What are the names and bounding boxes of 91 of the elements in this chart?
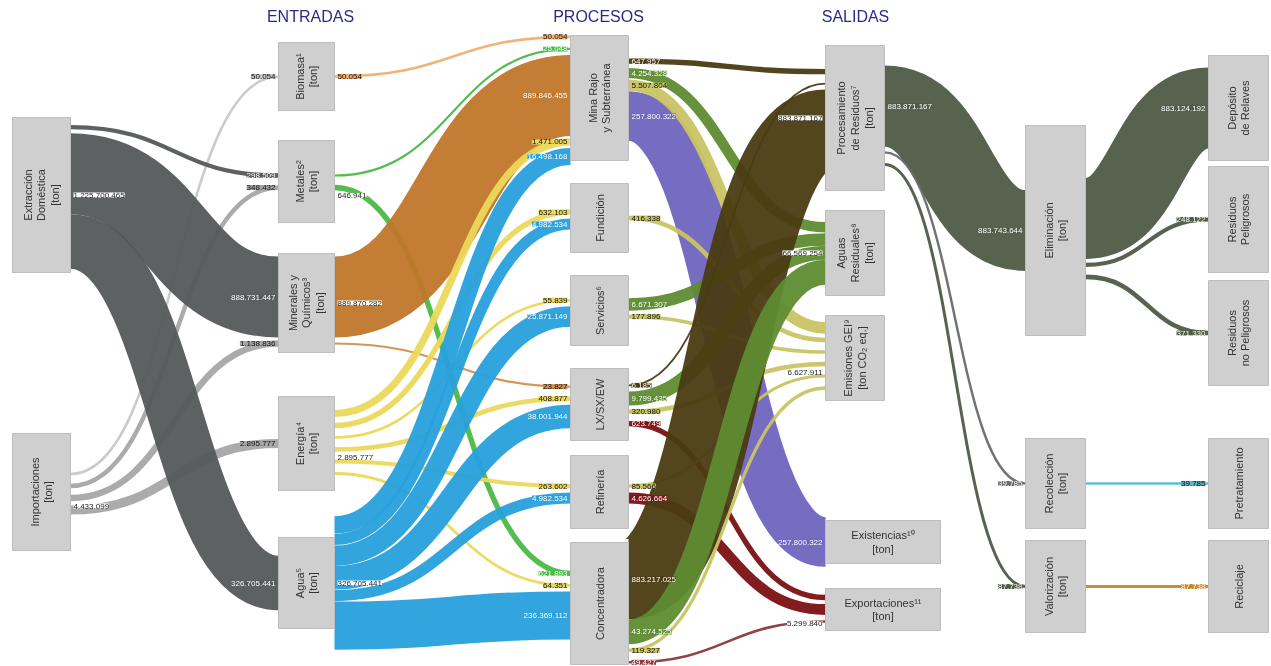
data-label: 16.498.168 bbox=[527, 152, 569, 161]
category-label: Recolección [ton] bbox=[1042, 453, 1069, 514]
category-label: Energía⁴ [ton] bbox=[293, 421, 320, 466]
text: 646.941 bbox=[337, 191, 367, 200]
category-label: Biomasa¹ [ton] bbox=[293, 52, 320, 100]
data-label: 50.054 bbox=[543, 32, 569, 42]
data-label: 38.001.944 bbox=[527, 412, 569, 421]
text: 326.705.441 bbox=[337, 578, 382, 588]
text: 4.433.099 bbox=[73, 501, 110, 511]
category-label: Extracción Doméstica [ton] bbox=[21, 168, 62, 221]
category-label: Concentradora bbox=[593, 566, 606, 640]
category-label: Importaciones [ton] bbox=[28, 456, 55, 527]
category-label: Residuos no Peligrosos bbox=[1225, 299, 1252, 367]
text: SALIDAS bbox=[821, 8, 890, 25]
data-label: 348.432 bbox=[246, 183, 277, 192]
data-label: 883.124.192 bbox=[1161, 103, 1207, 113]
category-label: Exportaciones¹¹ [ton] bbox=[844, 596, 922, 623]
data-label: 6.671.307 bbox=[631, 300, 668, 309]
text: 2.895.777 bbox=[337, 453, 374, 462]
data-label: 2.895.777 bbox=[239, 439, 277, 448]
data-label: 623.749 bbox=[631, 419, 661, 429]
data-label: 326.705.441 bbox=[231, 578, 277, 588]
data-label: 25.048 bbox=[543, 44, 569, 54]
category-label: Minerales y Químicos³ [ton] bbox=[286, 274, 327, 332]
data-label: 4.254.328 bbox=[631, 68, 668, 78]
data-label: 248.122 bbox=[1176, 215, 1207, 224]
text: 5.299.840 bbox=[786, 619, 823, 628]
text: 1.225.700.465 bbox=[73, 190, 125, 200]
category-label: Existencias¹⁰ [ton] bbox=[851, 529, 915, 555]
data-label: 371.330 bbox=[1176, 328, 1207, 338]
data-label: 883.217.025 bbox=[631, 574, 677, 584]
data-label: 883.743.644 bbox=[978, 226, 1024, 235]
category-label: Reciclaje bbox=[1232, 564, 1245, 609]
data-label: 632.103 bbox=[538, 207, 569, 217]
data-label: 257.800.322 bbox=[631, 111, 677, 121]
data-label: 50.054 bbox=[337, 72, 363, 81]
category-label: Servicios⁶ bbox=[593, 285, 606, 336]
data-label: 621.893 bbox=[538, 568, 569, 578]
data-label: 408.877 bbox=[538, 394, 569, 404]
data-label: 87.738 bbox=[1181, 582, 1207, 591]
data-label: 87.738 bbox=[998, 582, 1024, 591]
data-label: 49.427 bbox=[631, 657, 657, 666]
data-label: 4.626.664 bbox=[631, 493, 668, 503]
data-label: 85.566 bbox=[631, 481, 657, 491]
data-label: 257.800.322 bbox=[778, 537, 824, 547]
category-label: Refinería bbox=[593, 468, 606, 515]
data-label: 236.369.112 bbox=[523, 611, 569, 620]
category-label: Mina Rajo y Subterránea bbox=[586, 62, 613, 133]
text: PROCESOS bbox=[553, 8, 644, 25]
category-label: Depósito de Relaves bbox=[1225, 79, 1252, 136]
text: ENTRADAS bbox=[266, 8, 355, 25]
data-label: 1.471.005 bbox=[531, 137, 569, 147]
data-label: 6.185 bbox=[631, 380, 653, 390]
data-label: 43.274.525 bbox=[631, 627, 673, 637]
data-label: 23.827 bbox=[543, 382, 569, 392]
text: 883.871.167 bbox=[778, 113, 823, 123]
data-label: 889.846.455 bbox=[523, 90, 569, 100]
data-label: 25.871.149 bbox=[527, 312, 569, 321]
category-label: Fundición bbox=[593, 194, 606, 242]
data-label: 647.957 bbox=[631, 56, 661, 66]
data-label: 119.327 bbox=[631, 645, 661, 655]
category-label: Procesamiento de Residuos⁷ [ton] bbox=[835, 81, 875, 155]
text: 889.870.282 bbox=[337, 298, 382, 308]
category-label: Residuos Peligrosos bbox=[1225, 193, 1252, 246]
category-label: Emisiones GEI⁹ [ton CO₂ eq.] bbox=[842, 319, 868, 397]
data-label: 416.338 bbox=[631, 213, 661, 223]
data-label: 39.785 bbox=[1181, 479, 1207, 488]
category-label: Agua⁵ [ton] bbox=[293, 567, 320, 599]
data-label: 298.509 bbox=[246, 171, 277, 180]
category-label: Metales² [ton] bbox=[293, 160, 320, 203]
category-label: LX/SX/EW bbox=[593, 377, 606, 431]
category-label: Eliminación [ton] bbox=[1042, 202, 1069, 259]
category-label: Aguas Residuales⁸ [ton] bbox=[835, 223, 875, 283]
data-label: 4.982.534 bbox=[531, 493, 569, 503]
data-label: 50.054 bbox=[251, 72, 277, 81]
category-label: Pretratamiento bbox=[1232, 447, 1245, 520]
data-label: 64.351 bbox=[543, 580, 569, 590]
category-label: Valorización [ton] bbox=[1042, 556, 1069, 617]
data-label: 9.799.435 bbox=[631, 394, 668, 403]
data-label: 39.785 bbox=[998, 479, 1024, 488]
data-label: 888.731.447 bbox=[231, 292, 277, 302]
data-label: 320.980 bbox=[631, 407, 661, 417]
data-label: 55.839 bbox=[543, 295, 569, 305]
data-label: 1.138.836 bbox=[239, 338, 277, 348]
text: 6.627.911 bbox=[787, 367, 823, 377]
data-label: 177.896 bbox=[631, 312, 661, 322]
data-label: 883.871.167 bbox=[887, 101, 933, 111]
text: 66.569.254 bbox=[782, 248, 823, 258]
data-label: 4.982.534 bbox=[531, 219, 569, 229]
data-label: 5.507.804 bbox=[631, 80, 668, 90]
data-label: 263.602 bbox=[538, 481, 569, 491]
